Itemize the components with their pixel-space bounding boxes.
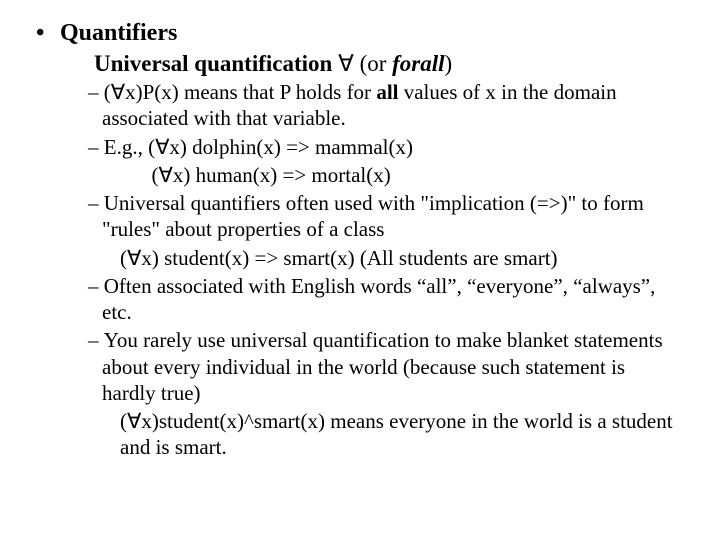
b2-cont-text: (∀x) human(x) => mortal(x) xyxy=(152,163,391,187)
dash-icon: – xyxy=(88,135,99,159)
b2-text: E.g., (∀x) dolphin(x) => mammal(x) xyxy=(104,135,413,159)
heading-text: Quantifiers xyxy=(60,20,177,46)
forall-symbol: ∀ xyxy=(338,51,354,76)
subheading-pre: Universal quantification xyxy=(94,51,338,76)
bullet-1: – (∀x)P(x) means that P holds for all va… xyxy=(102,79,680,132)
dash-icon: – xyxy=(88,328,99,352)
dash-icon: – xyxy=(88,274,99,298)
b1-bold: all xyxy=(376,80,398,104)
forall-word: forall xyxy=(392,51,444,76)
bullet-5: – You rarely use universal quantificatio… xyxy=(102,327,680,406)
subheading-post2: ) xyxy=(445,51,453,76)
subheading-post1: (or xyxy=(354,51,392,76)
bullet-2: – E.g., (∀x) dolphin(x) => mammal(x) xyxy=(102,134,680,160)
bullet-2-cont: (∀x) human(x) => mortal(x) xyxy=(120,162,680,188)
dash-icon: – xyxy=(88,80,99,104)
b3-text: Universal quantifiers often used with "i… xyxy=(102,191,644,241)
subheading-universal: Universal quantification ∀ (or forall) xyxy=(94,51,680,77)
bullet-3-cont: (∀x) student(x) => smart(x) (All student… xyxy=(120,245,680,271)
bullet-3: – Universal quantifiers often used with … xyxy=(102,190,680,243)
b4-text: Often associated with English words “all… xyxy=(102,274,655,324)
bullet-l1: • xyxy=(36,20,60,47)
bullet-4: – Often associated with English words “a… xyxy=(102,273,680,326)
heading-quantifiers: •Quantifiers xyxy=(60,20,680,47)
b5-text: You rarely use universal quantification … xyxy=(102,328,663,405)
b1-pre: (∀x)P(x) means that P holds for xyxy=(104,80,377,104)
bullet-5-cont: (∀x)student(x)^smart(x) means everyone i… xyxy=(120,408,680,461)
b5-cont-text: (∀x)student(x)^smart(x) means everyone i… xyxy=(120,409,673,459)
slide: •Quantifiers Universal quantification ∀ … xyxy=(0,0,720,483)
dash-icon: – xyxy=(88,191,99,215)
b3-cont-text: (∀x) student(x) => smart(x) (All student… xyxy=(120,246,558,270)
